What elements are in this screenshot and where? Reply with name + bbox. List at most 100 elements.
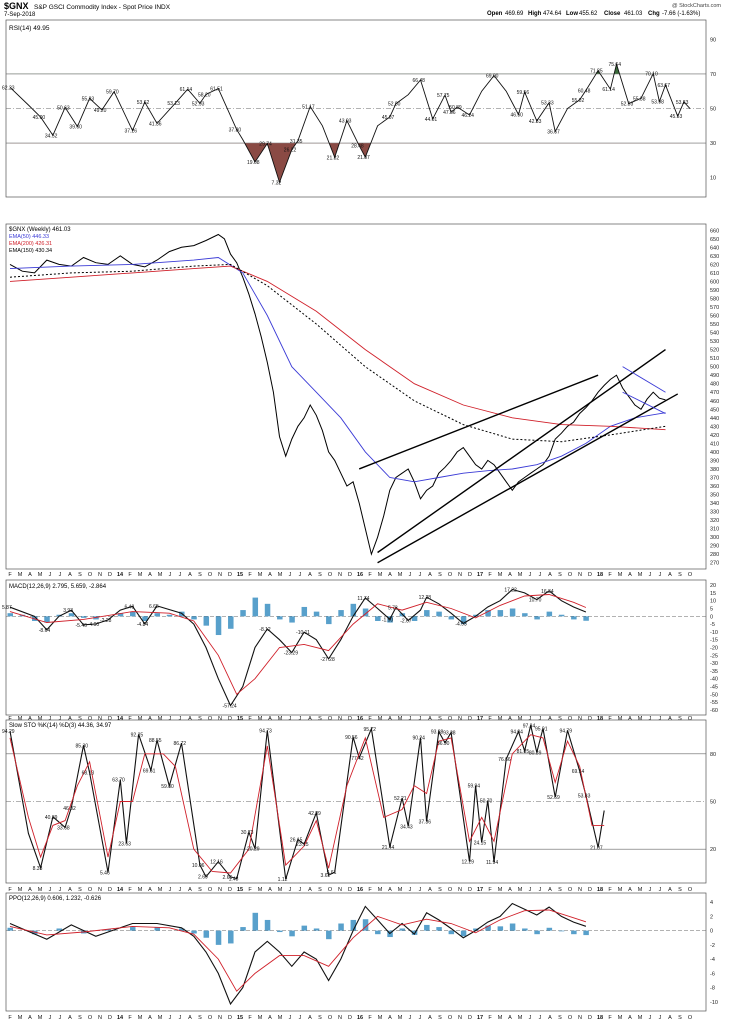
series-line: [9, 265, 666, 431]
x-tick-label: M: [398, 716, 403, 722]
series-line: [9, 909, 587, 992]
x-tick-label: J: [419, 1015, 422, 1021]
x-tick-label: S: [198, 887, 202, 893]
y-tick-label: 90: [710, 37, 716, 43]
data-label: 44.01: [425, 117, 438, 123]
x-tick-label: D: [468, 572, 472, 578]
x-tick-label: F: [488, 1015, 492, 1021]
data-label: 59.70: [106, 90, 119, 96]
data-label: 21.82: [327, 155, 340, 161]
data-label: 52.93: [192, 101, 205, 107]
x-tick-label: F: [248, 572, 252, 578]
histogram-bar: [313, 611, 320, 617]
open-value: 469.69: [505, 11, 524, 17]
data-label: 10.70: [529, 598, 542, 604]
x-tick-label: J: [49, 1015, 52, 1021]
x-tick-label: O: [88, 887, 93, 893]
x-tick-label: J: [659, 887, 662, 893]
y-tick-label: 30: [710, 141, 716, 147]
data-label: -23.29: [284, 651, 298, 657]
histogram-bar: [522, 613, 528, 617]
x-tick-label: O: [568, 887, 573, 893]
x-tick-label: O: [688, 887, 693, 893]
data-label: 34.43: [400, 824, 413, 830]
data-label: 2.69: [198, 875, 208, 881]
labels-layer: 62.23 34.52 45.00 50.63 39.60 55.83 49.20 59.70…: [2, 62, 689, 883]
data-label: 43.03: [339, 119, 352, 125]
x-tick-label: M: [138, 887, 143, 893]
data-label: 5.61: [327, 870, 337, 876]
y-tick-label: 0: [710, 614, 713, 620]
x-tick-label: A: [68, 716, 72, 722]
x-tick-label: S: [198, 1015, 202, 1021]
data-label: 63.70: [112, 778, 125, 784]
sto-legend: Slow STO %K(14) %D(3) 44.36, 34.97: [9, 723, 112, 729]
data-label: 42.83: [529, 119, 542, 125]
data-label: 37.36: [419, 820, 432, 826]
x-tick-label: A: [68, 1015, 72, 1021]
histogram-bar: [252, 597, 259, 617]
histogram-bar: [7, 613, 13, 617]
x-tick-label: O: [328, 716, 333, 722]
x-tick-label: 15: [237, 572, 243, 578]
y-tick-label: 330: [710, 510, 719, 516]
data-label: 23.15: [296, 842, 309, 848]
histogram-bar: [448, 930, 455, 935]
x-tick-label: A: [508, 716, 512, 722]
x-tick-label: S: [678, 572, 682, 578]
histogram-bar: [485, 610, 491, 617]
x-tick-label: M: [18, 1015, 23, 1021]
x-tick-label: A: [188, 887, 192, 893]
y-tick-label: 50: [710, 107, 716, 113]
grid-layer: 1030507090270280290300310320330340350360…: [6, 37, 719, 1021]
x-tick-label: S: [558, 887, 562, 893]
histogram-bar: [313, 928, 320, 931]
x-tick-label: J: [299, 887, 302, 893]
data-label: 90.56: [345, 735, 358, 741]
x-tick-label: S: [198, 572, 202, 578]
y-tick-label: 510: [710, 356, 719, 362]
data-label: 95.72: [363, 727, 376, 733]
x-tick-label: N: [338, 572, 342, 578]
y-tick-label: 290: [710, 544, 719, 550]
data-label: 93.38: [443, 731, 456, 737]
histogram-bar: [546, 611, 553, 617]
data-label: 5.73: [388, 605, 398, 611]
x-tick-label: M: [378, 887, 383, 893]
x-tick-label: F: [248, 716, 252, 722]
x-tick-label: M: [258, 1015, 263, 1021]
data-label: 47.86: [443, 110, 456, 116]
x-tick-label: M: [618, 572, 623, 578]
histogram-bar: [130, 927, 136, 931]
ema150-legend: EMA(150) 430.34: [9, 248, 52, 254]
x-tick-label: O: [328, 887, 333, 893]
data-label: 90.24: [412, 736, 425, 742]
x-tick-label: S: [78, 1015, 82, 1021]
x-tick-label: J: [649, 887, 652, 893]
x-tick-label: A: [148, 887, 152, 893]
x-tick-label: M: [618, 1015, 623, 1021]
data-label: 95.91: [535, 727, 548, 733]
data-label: 69.14: [572, 769, 585, 775]
x-tick-label: M: [518, 572, 523, 578]
data-label: 52.21: [394, 796, 407, 802]
histogram-bar: [571, 930, 577, 935]
histogram-bar: [203, 616, 210, 626]
data-label: 33.68: [57, 825, 70, 831]
x-tick-label: F: [608, 1015, 612, 1021]
data-label: 53.83: [578, 793, 591, 799]
x-tick-label: O: [448, 887, 453, 893]
data-label: 26.22: [284, 148, 297, 154]
histogram-bar: [264, 603, 271, 617]
x-tick-label: J: [409, 1015, 412, 1021]
data-label: 53.98: [651, 100, 664, 106]
data-label: 63.67: [657, 83, 670, 89]
x-tick-label: 18: [597, 1015, 603, 1021]
histogram-bar: [362, 608, 369, 617]
high-value: 474.64: [543, 11, 562, 17]
x-tick-label: A: [428, 1015, 432, 1021]
rsi-legend: RSI(14) 49.95: [9, 25, 50, 32]
x-tick-label: N: [98, 716, 102, 722]
histogram-bar: [228, 930, 234, 944]
x-tick-label: A: [548, 887, 552, 893]
